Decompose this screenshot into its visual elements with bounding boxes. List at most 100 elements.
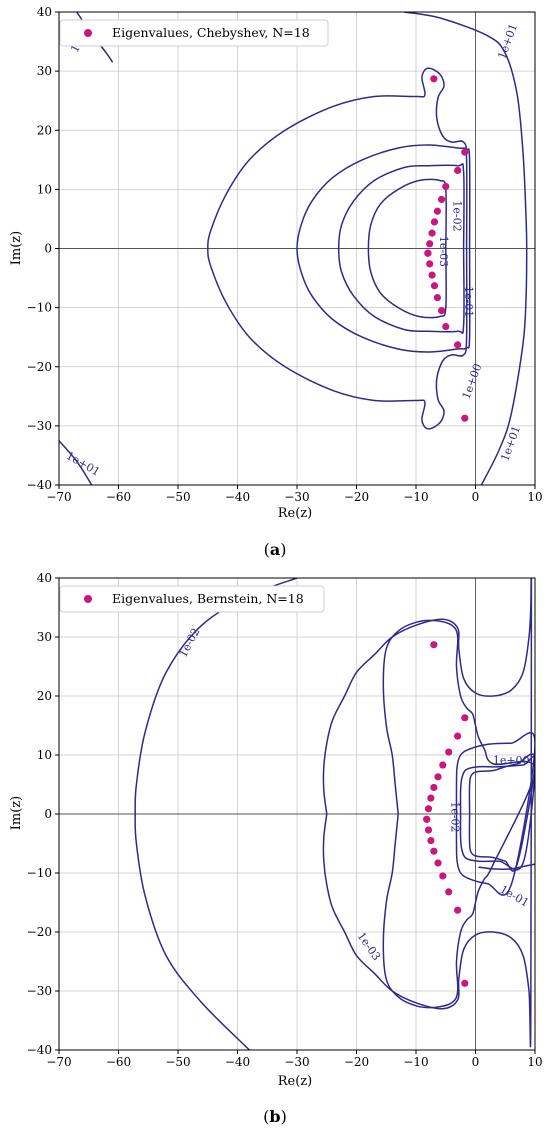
panel-a-eigenvalue-points bbox=[424, 75, 469, 422]
eigenvalue-point bbox=[454, 166, 462, 175]
contour-line bbox=[337, 163, 465, 334]
x-tick-label: −30 bbox=[284, 1055, 309, 1069]
x-tick-label: −40 bbox=[225, 490, 250, 504]
panel-a-legend-marker bbox=[84, 29, 92, 37]
y-tick-label: 40 bbox=[37, 5, 52, 19]
y-tick-label: −30 bbox=[27, 419, 52, 433]
eigenvalue-point bbox=[426, 260, 434, 268]
eigenvalue-point bbox=[461, 148, 469, 156]
eigenvalue-point bbox=[461, 979, 469, 987]
eigenvalue-point bbox=[442, 322, 450, 331]
eigenvalue-point bbox=[424, 826, 433, 834]
contour-label: 1e-02 bbox=[450, 200, 463, 231]
panel-a-legend: Eigenvalues, Chebyshev, N=18 bbox=[59, 19, 329, 47]
y-tick-label: −20 bbox=[27, 925, 52, 939]
eigenvalue-point bbox=[433, 207, 442, 215]
eigenvalue-point bbox=[424, 805, 433, 813]
panel-b-legend: Eigenvalues, Bernstein, N=18 bbox=[59, 585, 325, 613]
eigenvalue-point bbox=[461, 714, 469, 722]
panel-b-legend-text: Eigenvalues, Bernstein, N=18 bbox=[112, 591, 304, 606]
contour-label: 1e-03 bbox=[437, 236, 450, 267]
contour-label: 1e-01 bbox=[498, 883, 532, 910]
eigenvalue-point bbox=[454, 906, 462, 914]
y-tick-label: 30 bbox=[37, 630, 52, 644]
contour-line bbox=[207, 67, 468, 430]
eigenvalue-point bbox=[427, 836, 435, 845]
panel-a-xlabel: Re(z) bbox=[278, 506, 312, 521]
x-tick-label: −60 bbox=[106, 490, 131, 504]
y-tick-label: 0 bbox=[44, 807, 52, 821]
eigenvalue-point bbox=[442, 182, 450, 191]
y-tick-label: −40 bbox=[27, 1043, 52, 1057]
eigenvalue-point bbox=[454, 732, 462, 740]
x-tick-label: −20 bbox=[344, 1055, 369, 1069]
eigenvalue-point bbox=[428, 271, 436, 279]
eigenvalue-point bbox=[461, 414, 469, 422]
y-tick-label: 10 bbox=[37, 182, 52, 196]
y-tick-label: −20 bbox=[27, 360, 52, 374]
y-tick-label: 30 bbox=[37, 64, 52, 78]
contour-label: 1e-02 bbox=[176, 626, 202, 660]
panel-a-contours bbox=[59, 12, 528, 485]
eigenvalue-point bbox=[433, 293, 442, 302]
panel-b-caption: (b) bbox=[263, 1107, 287, 1126]
y-tick-label: 20 bbox=[37, 123, 52, 137]
x-tick-label: −50 bbox=[165, 1055, 190, 1069]
eigenvalue-point bbox=[439, 761, 447, 769]
eigenvalue-point bbox=[430, 75, 438, 83]
y-tick-label: −10 bbox=[27, 866, 52, 880]
panel-b-contours bbox=[134, 578, 535, 1050]
contour-label: 1e-01 bbox=[462, 286, 475, 317]
eigenvalue-point bbox=[454, 341, 462, 349]
y-tick-label: 10 bbox=[37, 748, 52, 762]
eigenvalue-point bbox=[445, 748, 453, 756]
contour-line bbox=[59, 440, 93, 485]
contour-line bbox=[455, 732, 535, 896]
eigenvalue-point bbox=[437, 195, 446, 204]
x-tick-label: −40 bbox=[225, 1055, 250, 1069]
contour-label: 1e+00 bbox=[460, 362, 485, 401]
panel-a-legend-text: Eigenvalues, Chebyshev, N=18 bbox=[112, 25, 310, 40]
y-tick-label: 20 bbox=[37, 689, 52, 703]
x-tick-label: −30 bbox=[284, 490, 309, 504]
contour-line bbox=[296, 144, 471, 353]
x-tick-label: −70 bbox=[46, 490, 71, 504]
eigenvalue-point bbox=[439, 872, 447, 880]
contour-line bbox=[134, 578, 298, 1050]
contour-label: 1e+00 bbox=[493, 754, 530, 767]
eigenvalue-point bbox=[426, 240, 434, 248]
eigenvalue-point bbox=[430, 218, 439, 226]
panel-b-xlabel: Re(z) bbox=[278, 1074, 312, 1089]
panel-a-ticks: −70 −60 −50 −40 −30 −20 −10 0 10 −40 −30 −20 −10 0 10 2… bbox=[27, 5, 543, 504]
eigenvalue-point bbox=[437, 306, 446, 315]
eigenvalue-point bbox=[430, 847, 438, 855]
panel-b-ylabel: Im(z) bbox=[9, 796, 24, 830]
eigenvalue-point bbox=[424, 249, 432, 257]
eigenvalue-point bbox=[434, 859, 442, 867]
panel-b-ticks: −70 −60 −50 −40 −30 −20 −10 0 10 −40 −30 −20 −10 0 10 2… bbox=[27, 571, 543, 1069]
contour-label: 1e-02 bbox=[449, 801, 462, 832]
y-tick-label: 0 bbox=[44, 242, 52, 256]
contour-line bbox=[322, 578, 533, 1048]
contour-line bbox=[478, 863, 535, 870]
contour-label: 1e+01 bbox=[64, 449, 102, 479]
y-tick-label: −30 bbox=[27, 984, 52, 998]
x-tick-label: 0 bbox=[472, 1055, 480, 1069]
panel-a-ylabel: Im(z) bbox=[9, 231, 24, 265]
eigenvalue-point bbox=[427, 794, 435, 802]
x-tick-label: −10 bbox=[403, 490, 428, 504]
panel-a: 1e+011e+011e+011e+011e-021e-031e-011e+00… bbox=[9, 5, 543, 559]
panel-b-legend-box bbox=[59, 585, 325, 613]
panel-b-grid bbox=[58, 577, 536, 1051]
eigenvalue-point bbox=[430, 783, 438, 792]
x-tick-label: 10 bbox=[527, 490, 542, 504]
eigenvalue-point bbox=[430, 641, 438, 649]
y-tick-label: −40 bbox=[27, 478, 52, 492]
x-tick-label: −20 bbox=[344, 490, 369, 504]
contour-line bbox=[367, 178, 447, 319]
eigenvalue-point bbox=[445, 888, 453, 896]
y-tick-label: 40 bbox=[37, 571, 52, 585]
eigenvalue-point bbox=[430, 282, 439, 290]
